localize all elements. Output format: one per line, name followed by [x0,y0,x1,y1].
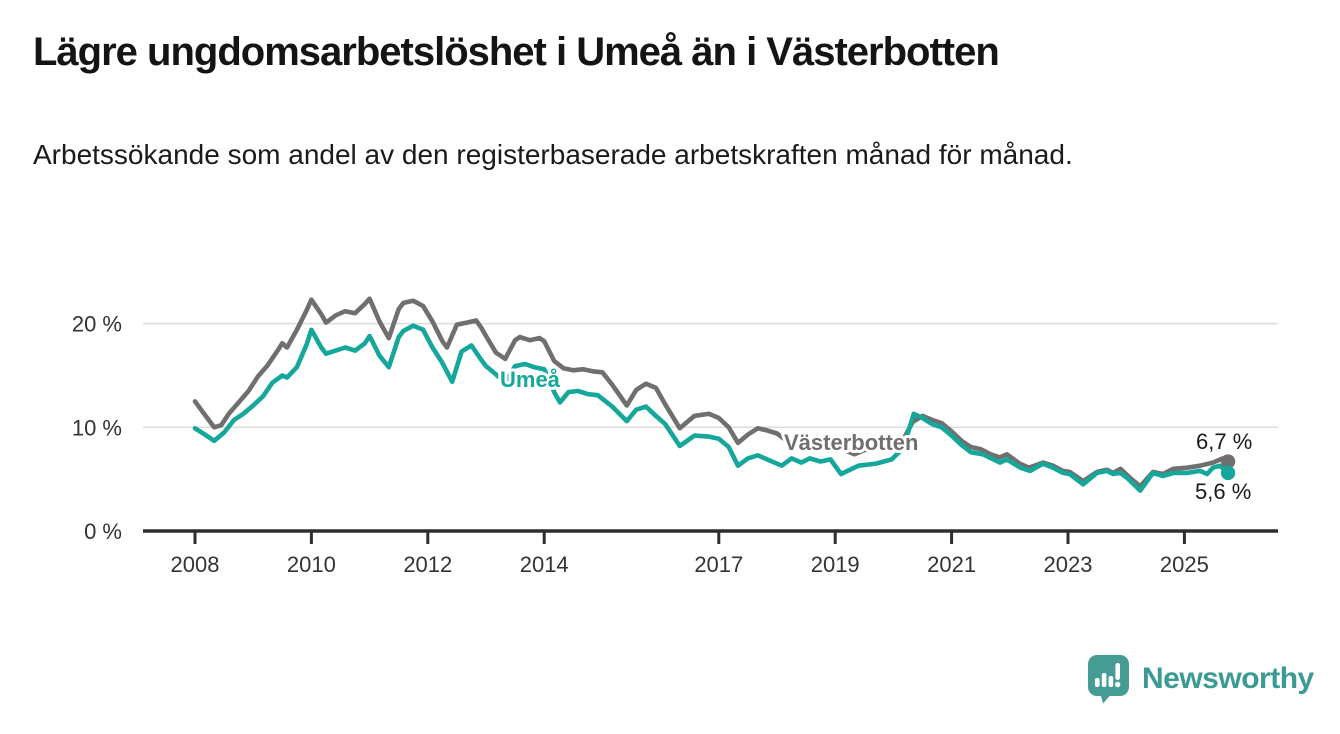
y-axis-tick-label: 10 % [72,415,122,440]
series-end-dot-vasterbotten [1220,454,1236,469]
series-line-vasterbotten [192,296,1231,489]
x-axis-tick-label: 2010 [287,552,336,577]
series-label-vasterbotten: Västerbotten [784,430,918,455]
series-label-umea: Umeå [500,367,561,392]
page-title: Lägre ungdomsarbetslöshet i Umeå än i Vä… [33,30,1000,74]
x-axis-tick-label: 2012 [403,552,452,577]
end-value-label-umea: 5,6 % [1195,479,1251,504]
series-end-dot-umea [1220,465,1236,481]
y-axis-tick-label: 20 % [72,312,122,337]
x-axis-tick-label: 2019 [811,552,860,577]
x-axis-tick-label: 2017 [694,552,743,577]
newsworthy-logo-text: Newsworthy [1142,662,1314,695]
end-value-label-vasterbotten: 6,7 % [1196,429,1252,454]
x-axis-tick-label: 2023 [1044,552,1093,577]
x-axis-tick-label: 2008 [171,552,220,577]
x-axis-tick-label: 2025 [1160,552,1209,577]
chart-subtitle: Arbetssökande som andel av den registerb… [33,139,1073,170]
newsworthy-logo: Newsworthy [1087,655,1314,704]
newsworthy-bar-chart-bubble-icon [1088,655,1129,704]
x-axis-tick-label: 2014 [520,552,569,577]
series-line-umea [192,323,1231,493]
x-axis-tick-label: 2021 [927,552,976,577]
y-axis-tick-label: 0 % [84,519,122,544]
